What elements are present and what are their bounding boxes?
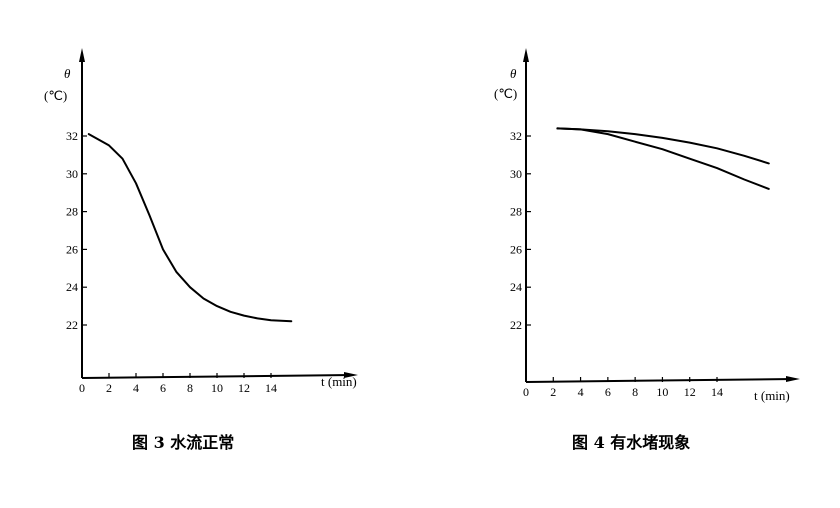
x-tick-label: 8 bbox=[632, 385, 638, 399]
x-tick-label: 12 bbox=[238, 381, 250, 395]
y-axis-symbol: θ bbox=[64, 66, 71, 81]
x-axis-label: t (min) bbox=[754, 388, 790, 403]
x-tick-label: 14 bbox=[711, 385, 723, 399]
y-tick-label: 24 bbox=[66, 280, 78, 294]
chart-figure-4: θ (℃) t (min) 图 4 有水堵现象 0 2 4 6 8 10 12 1432302… bbox=[494, 48, 800, 452]
x-tick-label: 2 bbox=[106, 381, 112, 395]
x-tick-label: 6 bbox=[160, 381, 166, 395]
x-tick-label: 4 bbox=[578, 385, 584, 399]
y-tick-label: 32 bbox=[510, 129, 522, 143]
y-tick-label: 22 bbox=[66, 318, 78, 332]
y-tick-label: 32 bbox=[66, 129, 78, 143]
series-line bbox=[556, 127, 770, 165]
x-tick-label: 4 bbox=[133, 381, 139, 395]
y-tick-label: 30 bbox=[510, 167, 522, 181]
y-tick-label: 26 bbox=[510, 242, 522, 256]
x-tick-label: 8 bbox=[187, 381, 193, 395]
y-tick-label: 24 bbox=[510, 280, 522, 294]
x-axis bbox=[525, 378, 795, 383]
y-axis-arrow bbox=[79, 48, 85, 62]
x-tick-label: 0 bbox=[79, 381, 85, 395]
y-axis-symbol: θ bbox=[510, 66, 517, 81]
y-tick-label: 26 bbox=[66, 242, 78, 256]
y-tick-label: 28 bbox=[510, 205, 522, 219]
x-tick-label: 10 bbox=[656, 385, 668, 399]
y-tick-label: 30 bbox=[66, 167, 78, 181]
figure-caption: 图 4 有水堵现象 bbox=[572, 433, 690, 452]
y-axis-unit: (℃) bbox=[494, 86, 517, 101]
x-tick-label: 2 bbox=[550, 385, 556, 399]
figure-caption: 图 3 水流正常 bbox=[132, 433, 234, 452]
x-axis-arrow bbox=[786, 376, 800, 382]
y-axis-unit: (℃) bbox=[44, 88, 67, 103]
x-axis-label: t (min) bbox=[321, 374, 357, 389]
x-tick-label: 6 bbox=[605, 385, 611, 399]
series-line bbox=[556, 127, 770, 190]
x-tick-label: 12 bbox=[684, 385, 696, 399]
y-axis-arrow bbox=[523, 48, 529, 62]
series-line bbox=[87, 133, 293, 323]
y-tick-label: 22 bbox=[510, 318, 522, 332]
x-axis-arrow bbox=[344, 372, 358, 378]
chart-figure-3: θ (℃) t (min) 图 3 水流正常 0 2 4 6 8 10 12 14323028… bbox=[44, 48, 358, 452]
x-tick-label: 10 bbox=[211, 381, 223, 395]
y-tick-label: 28 bbox=[66, 205, 78, 219]
x-tick-label: 0 bbox=[523, 385, 529, 399]
x-tick-label: 14 bbox=[265, 381, 277, 395]
